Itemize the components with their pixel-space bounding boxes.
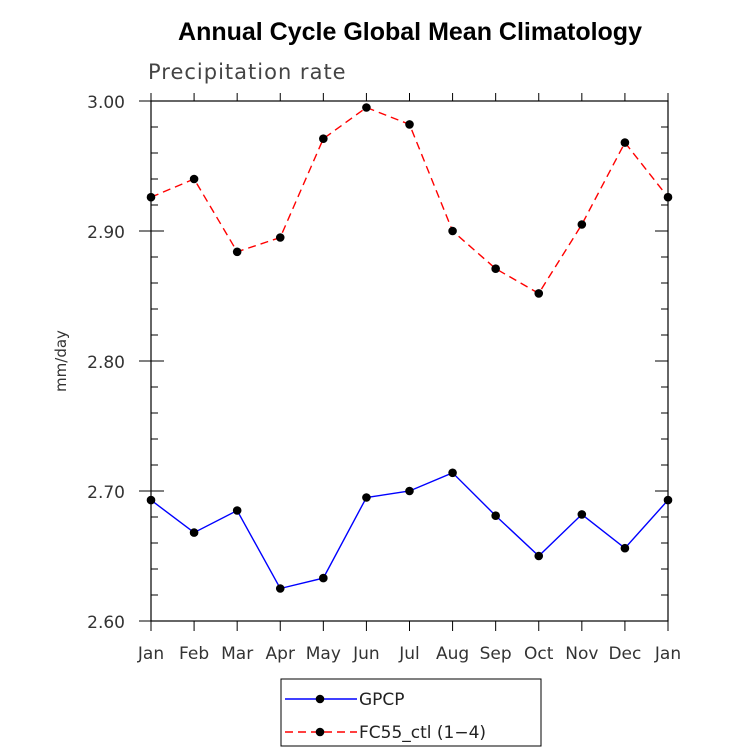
data-point-fc55-ctl-1-4 — [232, 247, 242, 257]
x-tick-label: Apr — [266, 644, 295, 664]
data-point-gpcp — [491, 511, 500, 520]
data-point-fc55-ctl-1-4 — [534, 289, 544, 298]
x-tick-label: Nov — [565, 644, 598, 664]
y-tick-label: 2.80 — [87, 353, 125, 373]
series-line-fc55-ctl-1-4 — [150, 106, 669, 295]
x-tick-label: Sep — [480, 644, 512, 664]
x-tick-label: Aug — [436, 644, 469, 664]
data-point-fc55-ctl-1-4 — [146, 192, 156, 202]
data-point-gpcp — [319, 573, 328, 583]
y-tick-label: 2.70 — [87, 483, 125, 503]
y-axis-label: mm/day — [52, 330, 70, 392]
data-point-gpcp — [146, 495, 156, 505]
x-tick-labels: Jan Feb Mar Apr May Jun Jul Aug Sep Oct Nov Dec Jan — [137, 644, 681, 664]
x-tick-label: Dec — [608, 644, 641, 664]
data-point-gpcp — [275, 584, 285, 593]
legend-marker-gpcp — [315, 694, 325, 704]
data-point-gpcp — [232, 506, 242, 515]
data-point-gpcp — [534, 551, 544, 561]
y-tick-label: 2.60 — [87, 613, 125, 633]
data-point-fc55-ctl-1-4 — [491, 264, 500, 274]
data-point-fc55-ctl-1-4 — [189, 174, 199, 184]
plot-frame — [150, 100, 669, 622]
x-tick-label: Feb — [179, 644, 209, 664]
data-point-gpcp — [405, 486, 414, 496]
x-tick-label: Jul — [398, 644, 420, 664]
data-point-fc55-ctl-1-4 — [620, 138, 630, 147]
chart-title: Annual Cycle Global Mean Climatology — [178, 18, 642, 46]
legend-marker-fc55-ctl-1-4 — [315, 727, 325, 737]
data-point-fc55-ctl-1-4 — [405, 120, 414, 129]
legend-label-gpcp: GPCP — [359, 690, 405, 710]
axis-ticks — [139, 93, 669, 631]
data-point-fc55-ctl-1-4 — [319, 134, 328, 143]
x-tick-label: Jun — [352, 644, 380, 664]
data-point-gpcp — [620, 543, 630, 553]
chart-subtitle: Precipitation rate — [148, 60, 347, 84]
data-point-gpcp — [663, 495, 673, 505]
y-tick-label: 3.00 — [87, 93, 125, 113]
legend-box — [280, 678, 542, 747]
data-point-fc55-ctl-1-4 — [362, 103, 371, 112]
data-point-fc55-ctl-1-4 — [448, 226, 457, 236]
data-point-gpcp — [362, 493, 371, 502]
x-tick-label: Jan — [654, 644, 681, 664]
x-tick-label: Oct — [524, 644, 554, 664]
data-point-gpcp — [577, 510, 587, 519]
data-point-fc55-ctl-1-4 — [663, 192, 673, 202]
data-point-fc55-ctl-1-4 — [577, 220, 587, 229]
legend: GPCP FC55_ctl (1−4) — [280, 678, 542, 747]
data-point-gpcp — [448, 468, 457, 478]
data-point-gpcp — [189, 528, 199, 537]
y-tick-labels: 2.60 2.70 2.80 2.90 3.00 — [87, 93, 125, 633]
x-tick-label: May — [306, 644, 341, 664]
y-tick-label: 2.90 — [87, 223, 125, 243]
data-point-fc55-ctl-1-4 — [275, 233, 285, 242]
legend-label-fc55-ctl-1-4: FC55_ctl (1−4) — [359, 723, 486, 743]
x-tick-label: Mar — [221, 644, 253, 664]
series-layer — [146, 103, 673, 593]
x-tick-label: Jan — [137, 644, 164, 664]
